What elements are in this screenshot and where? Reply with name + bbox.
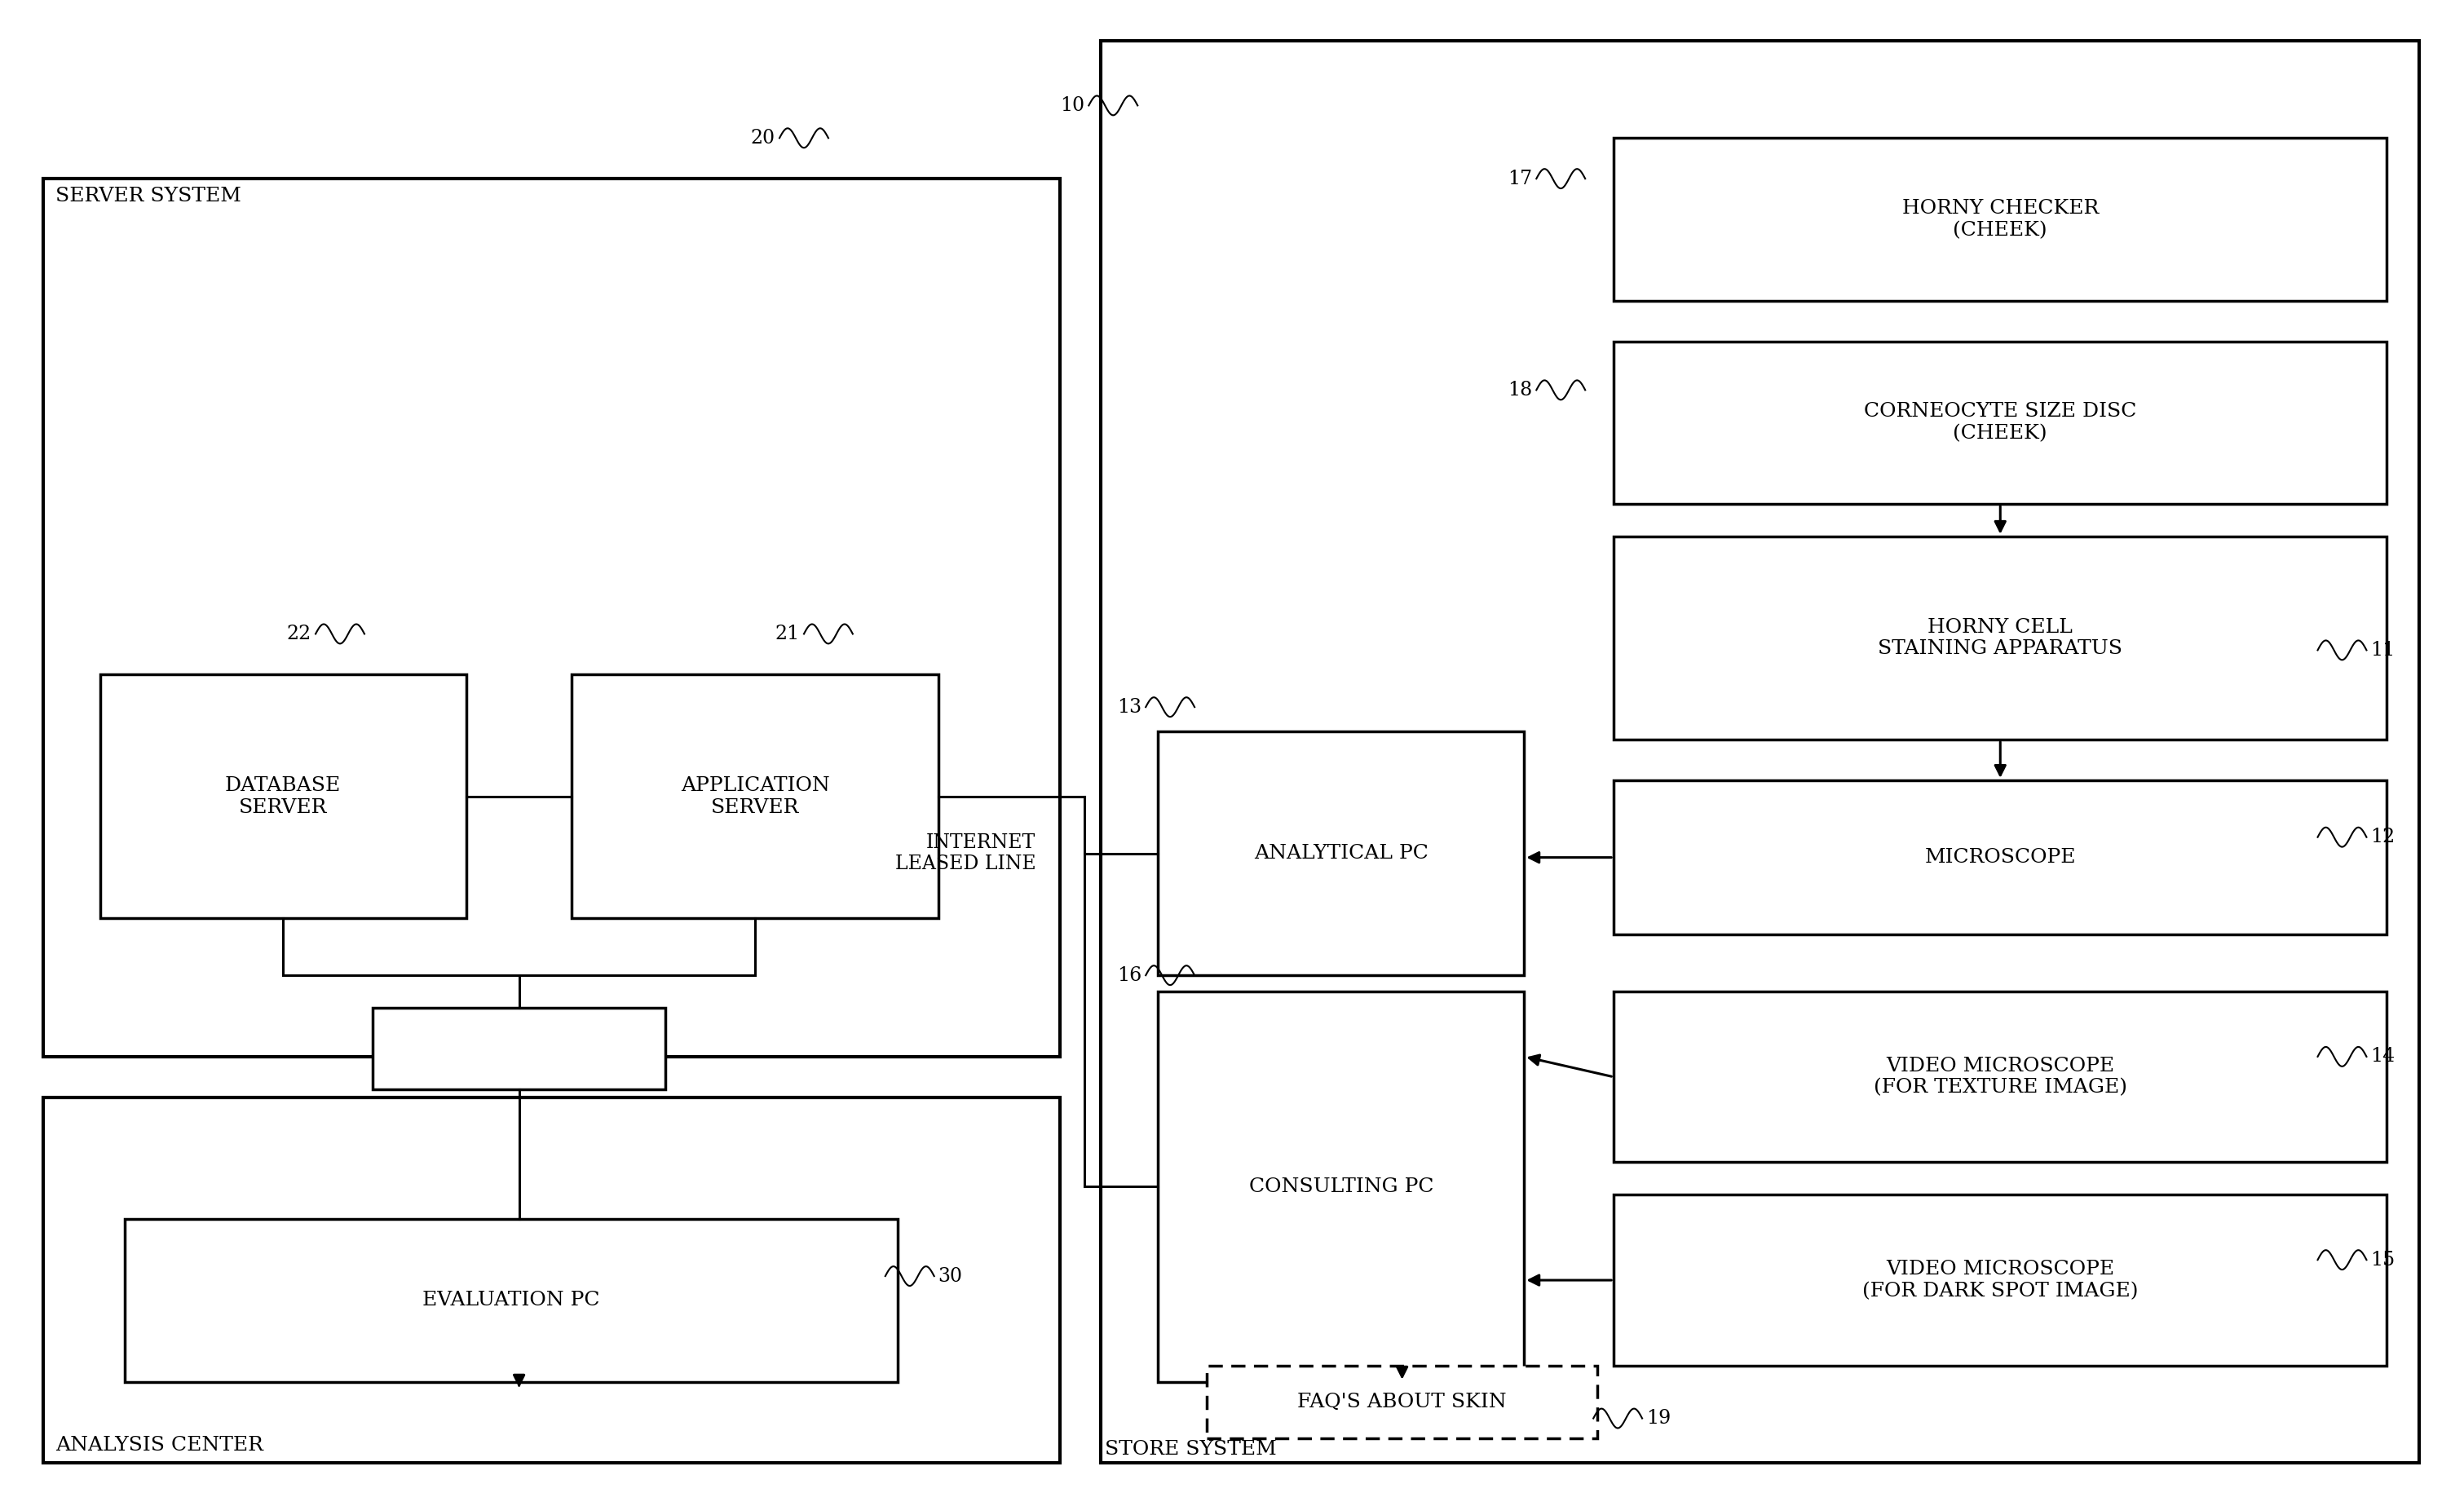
Text: ANALYTICAL PC: ANALYTICAL PC [1254, 843, 1429, 863]
Bar [1158, 991, 1525, 1383]
Text: HORNY CELL
STAINING APPARATUS: HORNY CELL STAINING APPARATUS [1878, 617, 2122, 658]
Text: 21: 21 [776, 625, 801, 643]
Bar [1614, 536, 2388, 739]
Text: 30: 30 [939, 1267, 963, 1286]
Bar [1614, 991, 2388, 1163]
Bar [1614, 1194, 2388, 1366]
Bar [1207, 1366, 1597, 1438]
Text: 16: 16 [1116, 965, 1141, 985]
Text: DATABASE
SERVER: DATABASE SERVER [224, 776, 340, 816]
Text: ANALYSIS CENTER: ANALYSIS CENTER [54, 1437, 264, 1455]
Text: 18: 18 [1508, 381, 1533, 399]
Text: 17: 17 [1508, 169, 1533, 188]
Text: FAQ'S ABOUT SKIN: FAQ'S ABOUT SKIN [1299, 1393, 1506, 1411]
Text: MICROSCOPE: MICROSCOPE [1924, 848, 2075, 867]
Text: VIDEO MICROSCOPE
(FOR DARK SPOT IMAGE): VIDEO MICROSCOPE (FOR DARK SPOT IMAGE) [1863, 1261, 2139, 1300]
Bar [123, 1220, 897, 1383]
Text: 22: 22 [286, 625, 310, 643]
Text: APPLICATION
SERVER: APPLICATION SERVER [680, 776, 830, 816]
Bar [42, 1098, 1060, 1464]
Bar [42, 179, 1060, 1057]
Text: INTERNET
LEASED LINE: INTERNET LEASED LINE [894, 833, 1035, 873]
Text: HORNY CHECKER
(CHEEK): HORNY CHECKER (CHEEK) [1902, 199, 2099, 239]
Text: EVALUATION PC: EVALUATION PC [421, 1291, 599, 1310]
Text: 14: 14 [2370, 1047, 2395, 1066]
Text: 13: 13 [1116, 697, 1141, 717]
Text: 19: 19 [1646, 1410, 1671, 1428]
Text: CONSULTING PC: CONSULTING PC [1249, 1178, 1434, 1196]
Text: STORE SYSTEM: STORE SYSTEM [1104, 1440, 1276, 1459]
Bar [1614, 342, 2388, 505]
Text: VIDEO MICROSCOPE
(FOR TEXTURE IMAGE): VIDEO MICROSCOPE (FOR TEXTURE IMAGE) [1873, 1057, 2126, 1098]
Text: 11: 11 [2370, 640, 2395, 660]
Bar [101, 675, 466, 919]
Text: 20: 20 [752, 128, 776, 148]
Bar [572, 675, 939, 919]
Text: 15: 15 [2370, 1250, 2395, 1270]
Text: 10: 10 [1060, 96, 1084, 114]
Bar [1614, 139, 2388, 301]
Bar [1614, 780, 2388, 935]
Text: CORNEOCYTE SIZE DISC
(CHEEK): CORNEOCYTE SIZE DISC (CHEEK) [1863, 402, 2136, 443]
Bar [1101, 41, 2420, 1464]
Text: 12: 12 [2370, 828, 2395, 846]
Bar [372, 1008, 665, 1089]
Bar [1158, 732, 1525, 976]
Text: SERVER SYSTEM: SERVER SYSTEM [54, 187, 241, 205]
